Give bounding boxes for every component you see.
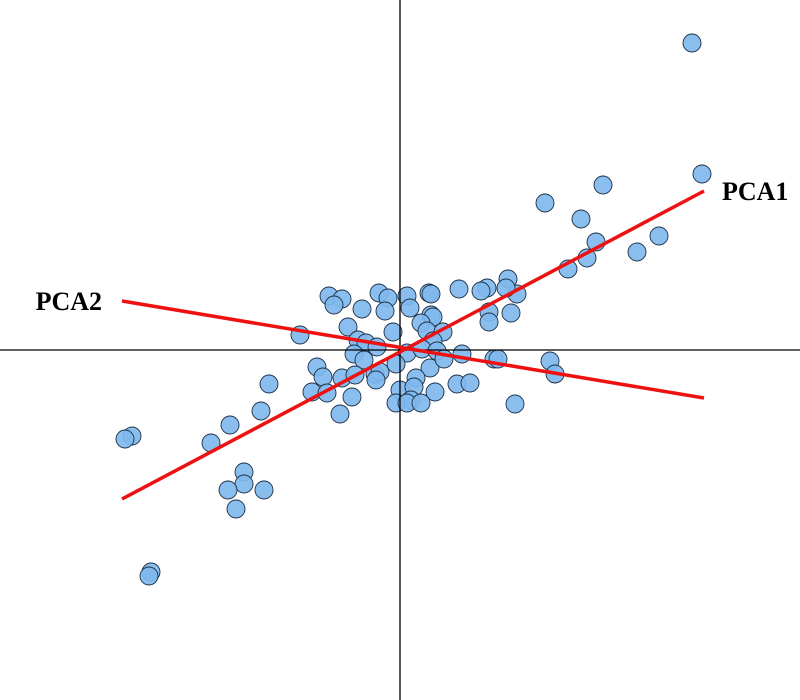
pca1-loading-line (121, 189, 705, 501)
data-point (649, 226, 669, 246)
data-point (593, 175, 613, 195)
data-point (479, 312, 499, 332)
data-point (366, 370, 386, 390)
data-point (218, 480, 238, 500)
data-point (400, 298, 420, 318)
data-point (342, 387, 362, 407)
data-point (251, 401, 271, 421)
data-point (324, 295, 344, 315)
pca1-label: PCA1 (722, 177, 788, 206)
data-point (460, 373, 480, 393)
data-point (259, 374, 279, 394)
data-point (226, 499, 246, 519)
data-point (375, 301, 395, 321)
data-point (338, 317, 358, 337)
data-point (411, 393, 431, 413)
data-point (220, 415, 240, 435)
points-layer (115, 33, 712, 586)
data-point (115, 429, 135, 449)
data-point (383, 322, 403, 342)
data-point (501, 303, 521, 323)
data-point (682, 33, 702, 53)
data-point (627, 242, 647, 262)
data-point (471, 281, 491, 301)
data-point (352, 299, 372, 319)
data-point (330, 404, 350, 424)
pca2-loading-line (121, 299, 705, 400)
data-point (571, 209, 591, 229)
data-point (234, 474, 254, 494)
data-point (505, 394, 525, 414)
data-point (449, 279, 469, 299)
data-point (425, 382, 445, 402)
data-point (420, 358, 440, 378)
data-point (313, 367, 333, 387)
data-point (692, 164, 712, 184)
data-point (254, 480, 274, 500)
data-point (421, 284, 441, 304)
pca2-label: PCA2 (36, 287, 102, 316)
data-point (139, 566, 159, 586)
data-point (535, 193, 555, 213)
